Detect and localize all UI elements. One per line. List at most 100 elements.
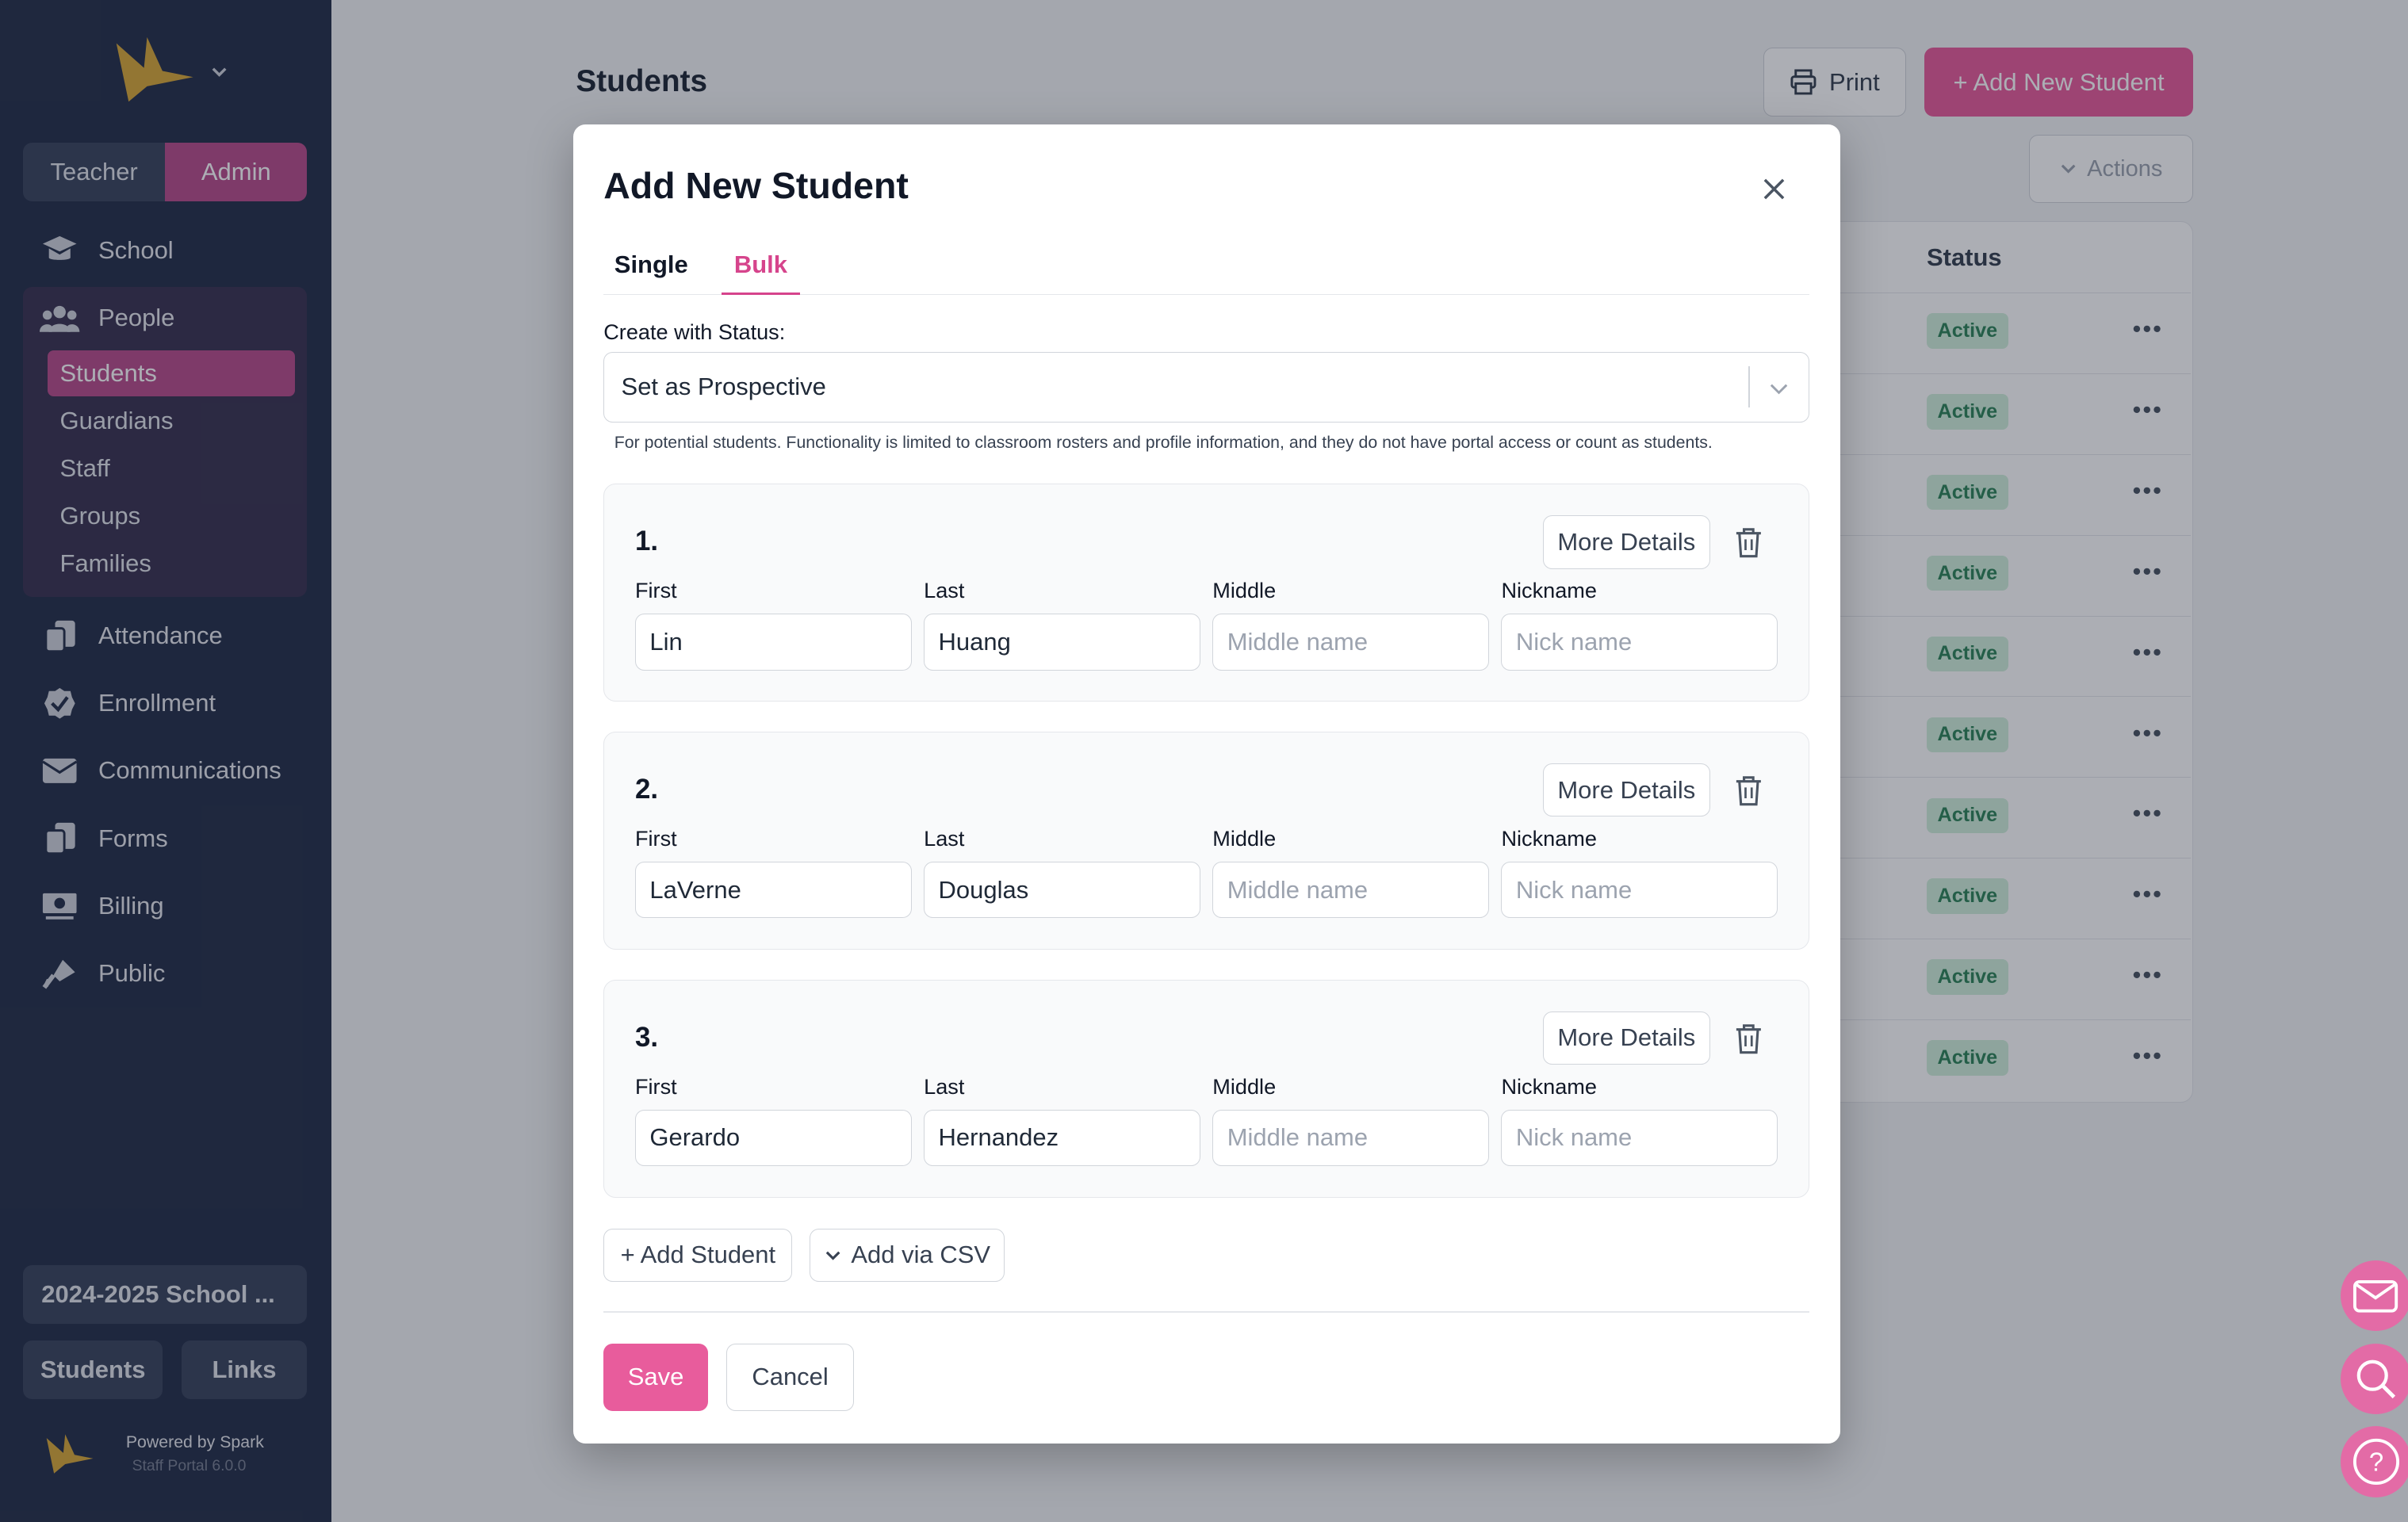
middle-name-input[interactable]: Middle name [1212,1109,1489,1167]
table-row[interactable]: Active ••• [1782,939,2192,1019]
chevron-down-icon [2062,165,2076,174]
mail-fab[interactable] [2340,1260,2408,1332]
last-name-input[interactable]: Douglas [924,861,1200,919]
last-name-input[interactable]: Hernandez [924,1109,1200,1167]
nav-attendance[interactable]: Attendance [40,616,223,656]
status-label: Create with Status: [603,319,786,344]
nav-school[interactable]: School [40,231,174,270]
status-badge: Active [1926,555,2008,591]
tab-single[interactable]: Single [614,250,688,278]
nav-enrollment[interactable]: Enrollment [40,683,216,723]
table-row[interactable]: Active ••• [1782,453,2192,534]
nav-people[interactable]: People [40,298,174,338]
row-actions-icon[interactable]: ••• [2132,718,2163,747]
status-badge: Active [1926,636,2008,672]
table-row[interactable]: Active ••• [1782,696,2192,776]
public-icon [40,957,79,991]
table-row[interactable]: Active ••• [1782,777,2192,857]
cancel-button[interactable]: Cancel [726,1343,854,1412]
sidebar-item-staff[interactable]: Staff [59,453,110,482]
more-details-button[interactable]: More Details [1542,514,1710,569]
trash-icon[interactable] [1733,774,1764,808]
table-row[interactable]: Active ••• [1782,373,2192,453]
first-name-input[interactable]: LaVerne [634,861,912,919]
sidebar-item-students[interactable]: Students [48,350,295,396]
modal-divider [603,1311,1809,1314]
school-year-button[interactable]: 2024-2025 School ... [23,1265,308,1324]
help-fab[interactable]: ? [2340,1426,2408,1497]
nickname-label: Nickname [1501,826,1597,851]
row-actions-icon[interactable]: ••• [2132,556,2163,585]
page-title: Students [576,64,708,99]
nickname-input[interactable]: Nick name [1501,861,1778,919]
status-badge: Active [1926,959,2008,995]
nav-public[interactable]: Public [40,954,165,993]
student-entry-card: 3. More Details First Last Middle Nickname Ger… [603,979,1809,1198]
add-via-csv-button[interactable]: Add via CSV [809,1228,1005,1283]
row-actions-icon[interactable]: ••• [2132,476,2163,504]
nickname-input[interactable]: Nick name [1501,613,1778,671]
sidebar: Teacher Admin School People Students Gua… [0,0,332,1522]
nav-billing-label: Billing [98,891,164,920]
logo-icon[interactable] [110,34,196,105]
add-student-button[interactable]: + Add Student [603,1228,793,1283]
trash-icon[interactable] [1733,526,1764,560]
middle-name-input[interactable]: Middle name [1212,861,1489,919]
table-row[interactable]: Active ••• [1782,615,2192,696]
tab-bulk[interactable]: Bulk [722,250,800,295]
last-name-input[interactable]: Huang [924,613,1200,671]
admin-role-button[interactable]: Admin [165,143,308,201]
row-actions-icon[interactable]: ••• [2132,799,2163,828]
links-quick-button[interactable]: Links [181,1340,308,1399]
actions-dropdown[interactable]: Actions [2028,135,2194,203]
status-badge: Active [1926,878,2008,914]
nav-communications[interactable]: Communications [40,751,281,790]
search-fab[interactable] [2340,1343,2408,1414]
last-name-label: Last [924,826,965,851]
middle-name-label: Middle [1212,1073,1277,1099]
close-button[interactable] [1755,170,1792,207]
more-details-button[interactable]: More Details [1542,763,1710,817]
add-via-csv-label: Add via CSV [851,1241,991,1269]
first-name-label: First [634,578,677,603]
nav-billing[interactable]: Billing [40,886,164,926]
sidebar-item-groups[interactable]: Groups [59,501,141,530]
more-details-button[interactable]: More Details [1542,1011,1710,1065]
first-name-input[interactable]: Lin [634,613,912,671]
chevron-down-icon[interactable] [209,61,230,82]
row-actions-icon[interactable]: ••• [2132,637,2163,666]
students-quick-button[interactable]: Students [23,1340,163,1399]
row-actions-icon[interactable]: ••• [2132,396,2163,424]
communications-icon [40,754,79,788]
status-select[interactable]: Set as Prospective [603,351,1809,423]
table-row[interactable]: Active ••• [1782,293,2192,373]
nav-forms[interactable]: Forms [40,818,168,858]
mail-icon [2353,1279,2398,1313]
people-nav-group: People Students Guardians Staff Groups F… [23,287,308,598]
row-actions-icon[interactable]: ••• [2132,880,2163,908]
modal-title: Add New Student [603,165,909,207]
table-row[interactable]: Active ••• [1782,858,2192,938]
table-row[interactable]: Active ••• [1782,534,2192,615]
sidebar-item-families[interactable]: Families [59,549,151,577]
save-button[interactable]: Save [603,1343,708,1412]
student-number: 2. [634,774,659,805]
modal-tabs: Single Bulk [603,246,1809,295]
trash-icon[interactable] [1733,1022,1764,1056]
middle-name-input[interactable]: Middle name [1212,613,1489,671]
sidebar-item-guardians[interactable]: Guardians [59,406,174,434]
first-name-input[interactable]: Gerardo [634,1109,912,1167]
first-name-label: First [634,1073,677,1099]
row-actions-icon[interactable]: ••• [2132,315,2163,343]
nickname-input[interactable]: Nick name [1501,1109,1778,1167]
add-new-student-button[interactable]: + Add New Student [1924,48,2194,117]
row-actions-icon[interactable]: ••• [2132,1042,2163,1070]
student-number: 3. [634,1022,659,1054]
table-row[interactable]: Active ••• [1782,1019,2192,1099]
chevron-down-icon [1771,384,1788,394]
row-actions-icon[interactable]: ••• [2132,961,2163,989]
print-button[interactable]: Print [1763,48,1906,117]
powered-by: Powered by Spark Staff Portal 6.0.0 [43,1428,307,1489]
status-help-text: For potential students. Functionality is… [614,433,1713,453]
teacher-role-button[interactable]: Teacher [23,143,166,201]
